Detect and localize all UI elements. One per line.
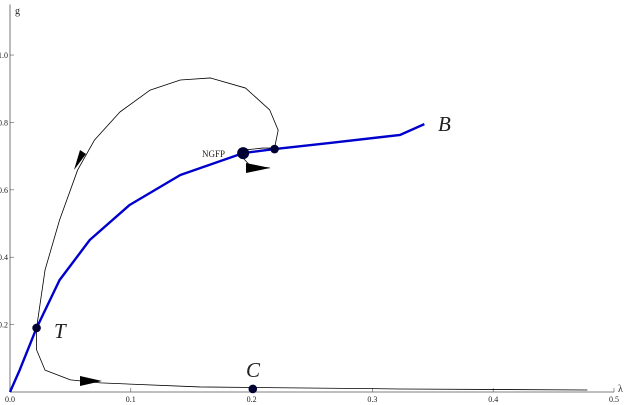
x-tick-label: 0.0 [5, 395, 15, 404]
x-tick-label: 0.4 [488, 395, 498, 404]
x-axis-label: λ [618, 384, 623, 395]
y-tick-label: 0.2 [0, 321, 8, 330]
fixed-point [237, 147, 250, 160]
annotation: C [246, 358, 261, 382]
annotation: B [438, 112, 451, 136]
x-tick-label: 0.5 [609, 395, 619, 404]
x-tick-label: 0.3 [367, 395, 377, 404]
fixed-point [270, 144, 279, 154]
arrow-head [246, 163, 270, 173]
annotation: T [54, 319, 67, 343]
arrow-head [74, 150, 86, 170]
curve [8, 123, 425, 393]
plot-area: 0.0 0.1 0.2 0.3 0.4 0.5 0.2 0.4 0.6 0.8 1.0 [0, 4, 619, 404]
arrow-head [80, 376, 102, 386]
x-tick-label: 0.2 [247, 395, 257, 404]
x-tick-label: 0.1 [126, 395, 136, 404]
fixed-point [248, 384, 258, 394]
y-axis-label: g [15, 6, 20, 17]
annotation: NGFP [202, 149, 225, 159]
y-tick-label: 0.6 [0, 186, 8, 195]
curve [36, 77, 588, 391]
y-tick-label: 1.0 [0, 51, 8, 60]
y-tick-label: 0.4 [0, 253, 8, 262]
y-tick-label: 0.8 [0, 118, 8, 127]
fixed-point [32, 323, 41, 333]
